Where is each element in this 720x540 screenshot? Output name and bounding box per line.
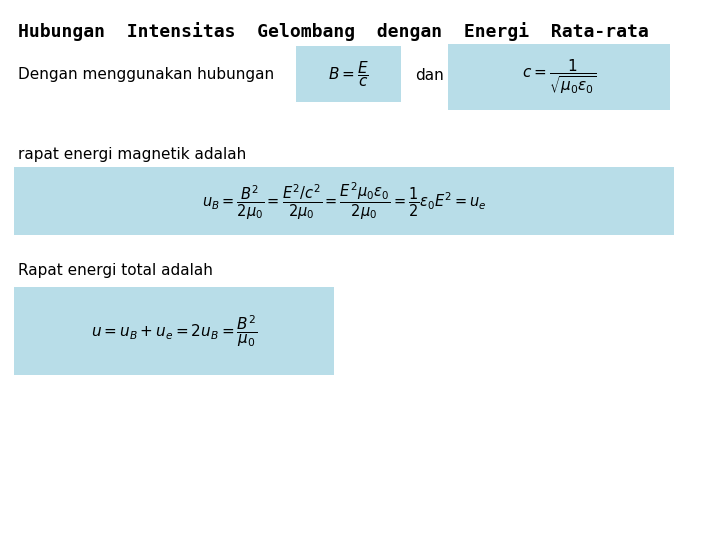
Text: Rapat energi total adalah: Rapat energi total adalah — [18, 262, 213, 278]
FancyBboxPatch shape — [14, 287, 334, 375]
Text: $B = \dfrac{E}{c}$: $B = \dfrac{E}{c}$ — [328, 59, 369, 89]
FancyBboxPatch shape — [448, 44, 670, 110]
Text: $u = u_B + u_e = 2u_B = \dfrac{B^2}{\mu_0}$: $u = u_B + u_e = 2u_B = \dfrac{B^2}{\mu_… — [91, 313, 257, 349]
FancyBboxPatch shape — [14, 167, 674, 235]
Text: Dengan menggunakan hubungan: Dengan menggunakan hubungan — [18, 68, 274, 83]
Text: $u_B = \dfrac{B^2}{2\mu_0} = \dfrac{E^2/c^2}{2\mu_0} = \dfrac{E^2 \mu_0 \varepsi: $u_B = \dfrac{B^2}{2\mu_0} = \dfrac{E^2/… — [202, 180, 486, 221]
Text: rapat energi magnetik adalah: rapat energi magnetik adalah — [18, 147, 246, 163]
Text: $c = \dfrac{1}{\sqrt{\mu_0 \varepsilon_0}}$: $c = \dfrac{1}{\sqrt{\mu_0 \varepsilon_0… — [521, 58, 596, 96]
Text: Hubungan  Intensitas  Gelombang  dengan  Energi  Rata-rata: Hubungan Intensitas Gelombang dengan Ene… — [18, 22, 649, 41]
Text: dan: dan — [415, 68, 444, 83]
FancyBboxPatch shape — [296, 46, 401, 102]
